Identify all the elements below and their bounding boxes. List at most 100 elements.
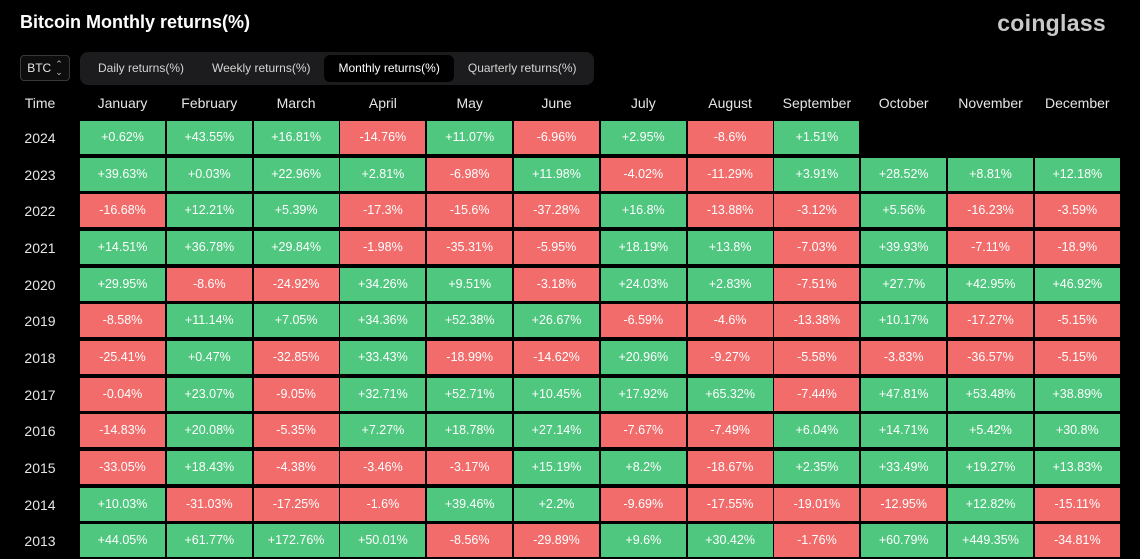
heatmap-cell-2013-november[interactable]: +449.35%	[948, 524, 1033, 558]
heatmap-cell-2021-september[interactable]: -7.03%	[774, 230, 860, 264]
heatmap-cell-2018-january[interactable]: -25.41%	[80, 340, 165, 374]
heatmap-cell-2021-february[interactable]: +36.78%	[166, 230, 252, 264]
heatmap-cell-2015-august[interactable]: -18.67%	[687, 450, 773, 484]
heatmap-cell-2022-december[interactable]: -3.59%	[1034, 194, 1120, 228]
heatmap-cell-2024-april[interactable]: -14.76%	[340, 121, 426, 154]
heatmap-cell-2021-may[interactable]: -35.31%	[427, 230, 513, 264]
heatmap-cell-2013-august[interactable]: +30.42%	[687, 524, 773, 558]
heatmap-cell-2015-june[interactable]: +15.19%	[514, 450, 599, 484]
heatmap-cell-2016-may[interactable]: +18.78%	[427, 414, 513, 448]
heatmap-cell-2021-december[interactable]: -18.9%	[1034, 230, 1120, 264]
heatmap-cell-2016-october[interactable]: +14.71%	[861, 414, 947, 448]
heatmap-cell-2020-may[interactable]: +9.51%	[427, 267, 513, 301]
heatmap-cell-2016-december[interactable]: +30.8%	[1034, 414, 1120, 448]
heatmap-cell-2021-november[interactable]: -7.11%	[948, 230, 1033, 264]
heatmap-cell-2013-september[interactable]: -1.76%	[774, 524, 860, 558]
heatmap-cell-2024-february[interactable]: +43.55%	[166, 121, 252, 154]
heatmap-cell-2022-september[interactable]: -3.12%	[774, 194, 860, 228]
heatmap-cell-2018-february[interactable]: +0.47%	[166, 340, 252, 374]
heatmap-cell-2017-december[interactable]: +38.89%	[1034, 377, 1120, 411]
heatmap-cell-2017-september[interactable]: -7.44%	[774, 377, 860, 411]
heatmap-cell-2020-november[interactable]: +42.95%	[948, 267, 1033, 301]
heatmap-cell-2016-november[interactable]: +5.42%	[948, 414, 1033, 448]
heatmap-cell-2022-february[interactable]: +12.21%	[166, 194, 252, 228]
heatmap-cell-2022-may[interactable]: -15.6%	[427, 194, 513, 228]
heatmap-cell-2020-april[interactable]: +34.26%	[340, 267, 426, 301]
heatmap-cell-2023-june[interactable]: +11.98%	[514, 157, 599, 191]
heatmap-cell-2024-march[interactable]: +16.81%	[253, 121, 339, 154]
heatmap-cell-2015-january[interactable]: -33.05%	[80, 450, 165, 484]
heatmap-cell-2017-october[interactable]: +47.81%	[861, 377, 947, 411]
heatmap-cell-2020-june[interactable]: -3.18%	[514, 267, 599, 301]
heatmap-cell-2022-january[interactable]: -16.68%	[80, 194, 165, 228]
heatmap-cell-2019-july[interactable]: -6.59%	[600, 304, 686, 338]
heatmap-cell-2013-december[interactable]: -34.81%	[1034, 524, 1120, 558]
heatmap-cell-2020-september[interactable]: -7.51%	[774, 267, 860, 301]
heatmap-cell-2023-march[interactable]: +22.96%	[253, 157, 339, 191]
heatmap-cell-2013-october[interactable]: +60.79%	[861, 524, 947, 558]
heatmap-cell-2019-october[interactable]: +10.17%	[861, 304, 947, 338]
heatmap-cell-2019-february[interactable]: +11.14%	[166, 304, 252, 338]
heatmap-cell-2019-november[interactable]: -17.27%	[948, 304, 1033, 338]
heatmap-cell-2023-october[interactable]: +28.52%	[861, 157, 947, 191]
tab-weekly-returns[interactable]: Weekly returns(%)	[212, 61, 311, 75]
heatmap-cell-2021-march[interactable]: +29.84%	[253, 230, 339, 264]
heatmap-cell-2023-april[interactable]: +2.81%	[340, 157, 426, 191]
heatmap-cell-2023-september[interactable]: +3.91%	[774, 157, 860, 191]
heatmap-cell-2020-january[interactable]: +29.95%	[80, 267, 165, 301]
tab-monthly-returns[interactable]: Monthly returns(%)	[324, 55, 454, 82]
heatmap-cell-2020-october[interactable]: +27.7%	[861, 267, 947, 301]
heatmap-cell-2019-september[interactable]: -13.38%	[774, 304, 860, 338]
heatmap-cell-2021-june[interactable]: -5.95%	[514, 230, 599, 264]
heatmap-cell-2019-august[interactable]: -4.6%	[687, 304, 773, 338]
heatmap-cell-2016-september[interactable]: +6.04%	[774, 414, 860, 448]
heatmap-cell-2023-august[interactable]: -11.29%	[687, 157, 773, 191]
heatmap-cell-2016-august[interactable]: -7.49%	[687, 414, 773, 448]
heatmap-cell-2014-april[interactable]: -1.6%	[340, 487, 426, 521]
heatmap-cell-2021-january[interactable]: +14.51%	[80, 230, 165, 264]
heatmap-cell-2022-march[interactable]: +5.39%	[253, 194, 339, 228]
tab-daily-returns[interactable]: Daily returns(%)	[98, 61, 185, 75]
heatmap-cell-2020-december[interactable]: +46.92%	[1034, 267, 1120, 301]
heatmap-cell-2017-march[interactable]: -9.05%	[253, 377, 339, 411]
heatmap-cell-2014-july[interactable]: -9.69%	[600, 487, 686, 521]
heatmap-cell-2019-april[interactable]: +34.36%	[340, 304, 426, 338]
heatmap-cell-2015-may[interactable]: -3.17%	[427, 450, 513, 484]
heatmap-cell-2015-october[interactable]: +33.49%	[861, 450, 947, 484]
heatmap-cell-2018-october[interactable]: -3.83%	[861, 340, 947, 374]
heatmap-cell-2017-april[interactable]: +32.71%	[340, 377, 426, 411]
heatmap-cell-2019-may[interactable]: +52.38%	[427, 304, 513, 338]
heatmap-cell-2013-may[interactable]: -8.56%	[427, 524, 513, 558]
heatmap-cell-2020-august[interactable]: +2.83%	[687, 267, 773, 301]
heatmap-cell-2015-july[interactable]: +8.2%	[600, 450, 686, 484]
heatmap-cell-2017-august[interactable]: +65.32%	[687, 377, 773, 411]
heatmap-cell-2019-december[interactable]: -5.15%	[1034, 304, 1120, 338]
heatmap-cell-2014-october[interactable]: -12.95%	[861, 487, 947, 521]
heatmap-cell-2014-december[interactable]: -15.11%	[1034, 487, 1120, 521]
heatmap-cell-2022-november[interactable]: -16.23%	[948, 194, 1033, 228]
heatmap-cell-2016-june[interactable]: +27.14%	[514, 414, 599, 448]
heatmap-cell-2016-february[interactable]: +20.08%	[166, 414, 252, 448]
heatmap-cell-2024-may[interactable]: +11.07%	[427, 121, 513, 154]
heatmap-cell-2015-march[interactable]: -4.38%	[253, 450, 339, 484]
heatmap-cell-2014-january[interactable]: +10.03%	[80, 487, 165, 521]
heatmap-cell-2019-march[interactable]: +7.05%	[253, 304, 339, 338]
heatmap-cell-2020-february[interactable]: -8.6%	[166, 267, 252, 301]
heatmap-cell-2017-november[interactable]: +53.48%	[948, 377, 1033, 411]
heatmap-cell-2013-february[interactable]: +61.77%	[166, 524, 252, 558]
heatmap-cell-2014-august[interactable]: -17.55%	[687, 487, 773, 521]
heatmap-cell-2024-july[interactable]: +2.95%	[600, 121, 686, 154]
heatmap-cell-2013-march[interactable]: +172.76%	[253, 524, 339, 558]
brand-logo[interactable]: coinglass	[997, 10, 1106, 36]
heatmap-cell-2023-july[interactable]: -4.02%	[600, 157, 686, 191]
heatmap-cell-2019-january[interactable]: -8.58%	[80, 304, 165, 338]
heatmap-cell-2018-november[interactable]: -36.57%	[948, 340, 1033, 374]
heatmap-cell-2022-june[interactable]: -37.28%	[514, 194, 599, 228]
heatmap-cell-2014-june[interactable]: +2.2%	[514, 487, 599, 521]
heatmap-cell-2023-may[interactable]: -6.98%	[427, 157, 513, 191]
heatmap-cell-2016-july[interactable]: -7.67%	[600, 414, 686, 448]
heatmap-cell-2013-april[interactable]: +50.01%	[340, 524, 426, 558]
heatmap-cell-2020-july[interactable]: +24.03%	[600, 267, 686, 301]
heatmap-cell-2024-august[interactable]: -8.6%	[687, 121, 773, 154]
heatmap-cell-2015-april[interactable]: -3.46%	[340, 450, 426, 484]
